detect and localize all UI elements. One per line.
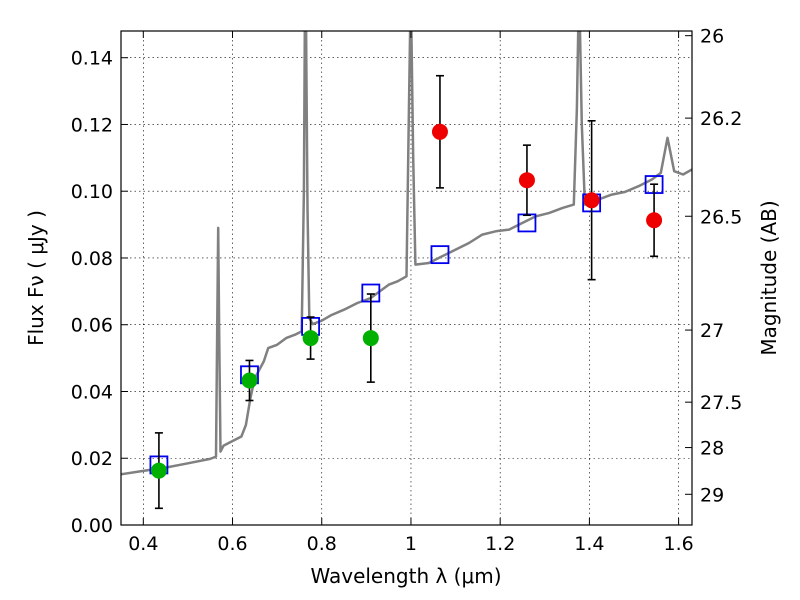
photometry-point: [362, 330, 379, 347]
x-tick-label: 0.8: [307, 533, 337, 555]
y-axis: 0.00 0.02 0.04 0.06 0.08 0.10 0.12 0.14: [71, 48, 128, 537]
x-tick-label: 1.6: [664, 533, 694, 555]
y-right-tick-label: 29: [700, 484, 724, 506]
y-tick-label: 0.00: [71, 515, 113, 537]
y-tick-label: 0.04: [71, 381, 113, 403]
y-axis-right-label: Magnitude (AB): [757, 200, 781, 355]
y-right-tick-label: 26.2: [700, 108, 742, 130]
photometry-point: [646, 212, 663, 229]
plot-area: [121, 31, 692, 476]
photometry-point: [241, 372, 258, 389]
y-right-tick-label: 26: [700, 26, 724, 48]
y-right-tick-label: 28: [700, 438, 724, 460]
y-tick-label: 0.06: [71, 315, 113, 337]
data-marks: [149, 74, 664, 510]
y-tick-label: 0.02: [71, 448, 113, 470]
y-tick-label: 0.14: [71, 48, 113, 70]
model-photometry-square: [430, 245, 450, 265]
photometry-point: [150, 462, 167, 479]
x-axis-label: Wavelength λ (μm): [310, 564, 501, 588]
y-tick-label: 0.12: [71, 114, 113, 136]
photometry-point: [518, 172, 535, 189]
y-tick-label: 0.10: [71, 181, 113, 203]
plot-frame: [120, 30, 693, 526]
y-axis-right: 26 26.2 26.5 27 27.5 28 29: [685, 26, 742, 506]
x-tick-label: 0.6: [217, 533, 247, 555]
y-tick-label: 0.08: [71, 248, 113, 270]
photometry-point: [431, 123, 448, 140]
y-axis-label: Flux Fν ( μJy ): [24, 210, 48, 346]
photometry-point: [583, 192, 600, 209]
y-right-tick-label: 27: [700, 320, 724, 342]
photometry-point: [302, 330, 319, 347]
x-axis: 0.4 0.6 0.8 1 1.2 1.4 1.6: [128, 31, 694, 555]
x-tick-label: 0.4: [128, 533, 158, 555]
y-right-tick-label: 27.5: [700, 392, 742, 414]
plot-background: [121, 31, 692, 525]
x-tick-label: 1.2: [485, 533, 515, 555]
model-spectrum-line: [121, 31, 692, 476]
y-right-tick-label: 26.5: [700, 206, 742, 228]
x-tick-label: 1.4: [574, 533, 604, 555]
x-tick-label: 1: [405, 533, 417, 555]
